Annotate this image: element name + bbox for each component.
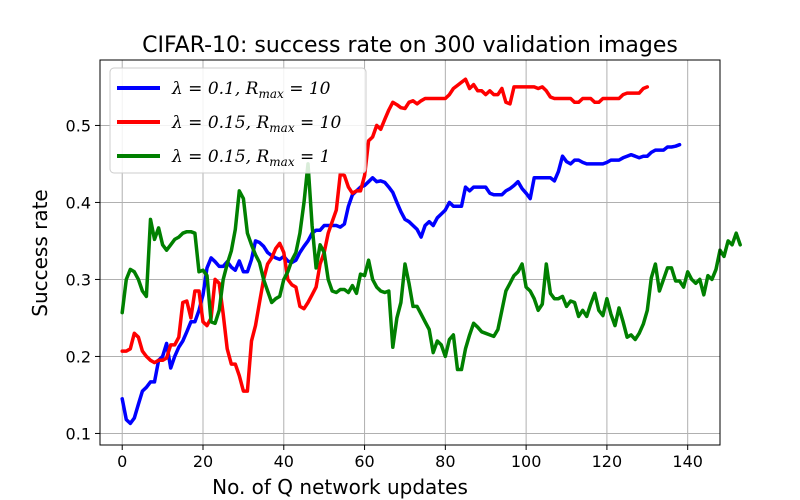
x-tick-label: 0 <box>117 452 127 471</box>
legend-label-3: λ = 0.15, Rmax = 1 <box>171 147 330 169</box>
axis-ticks: 0 20 40 60 80 100 120 140 0.1 0.2 0.3 0.4 0.5 <box>66 116 703 471</box>
x-tick-label: 40 <box>274 452 294 471</box>
y-tick-label: 0.5 <box>66 116 91 135</box>
x-tick-label: 100 <box>511 452 542 471</box>
x-tick-label: 120 <box>592 452 623 471</box>
y-tick-label: 0.2 <box>66 347 91 366</box>
chart-title: CIFAR-10: success rate on 300 validation… <box>142 33 678 58</box>
legend-label-2: λ = 0.15, Rmax = 10 <box>171 113 341 135</box>
x-tick-label: 60 <box>354 452 374 471</box>
y-axis-label: Success rate <box>28 189 52 317</box>
series-lines <box>120 77 742 426</box>
x-tick-label: 80 <box>435 452 455 471</box>
series-line-3 <box>120 162 742 372</box>
plot-frame <box>99 59 721 446</box>
legend-box <box>109 67 367 174</box>
legend: λ = 0.1, Rmax = 10 λ = 0.15, Rmax = 10 λ =… <box>109 67 367 174</box>
x-tick-label: 20 <box>193 452 213 471</box>
y-tick-label: 0.1 <box>66 424 91 443</box>
series-line-1 <box>120 142 682 426</box>
legend-label-1: λ = 0.1, Rmax = 10 <box>171 79 331 101</box>
y-tick-label: 0.4 <box>66 193 91 212</box>
x-tick-label: 140 <box>672 452 703 471</box>
x-axis-label: No. of Q network updates <box>212 475 468 499</box>
y-tick-label: 0.3 <box>66 270 91 289</box>
